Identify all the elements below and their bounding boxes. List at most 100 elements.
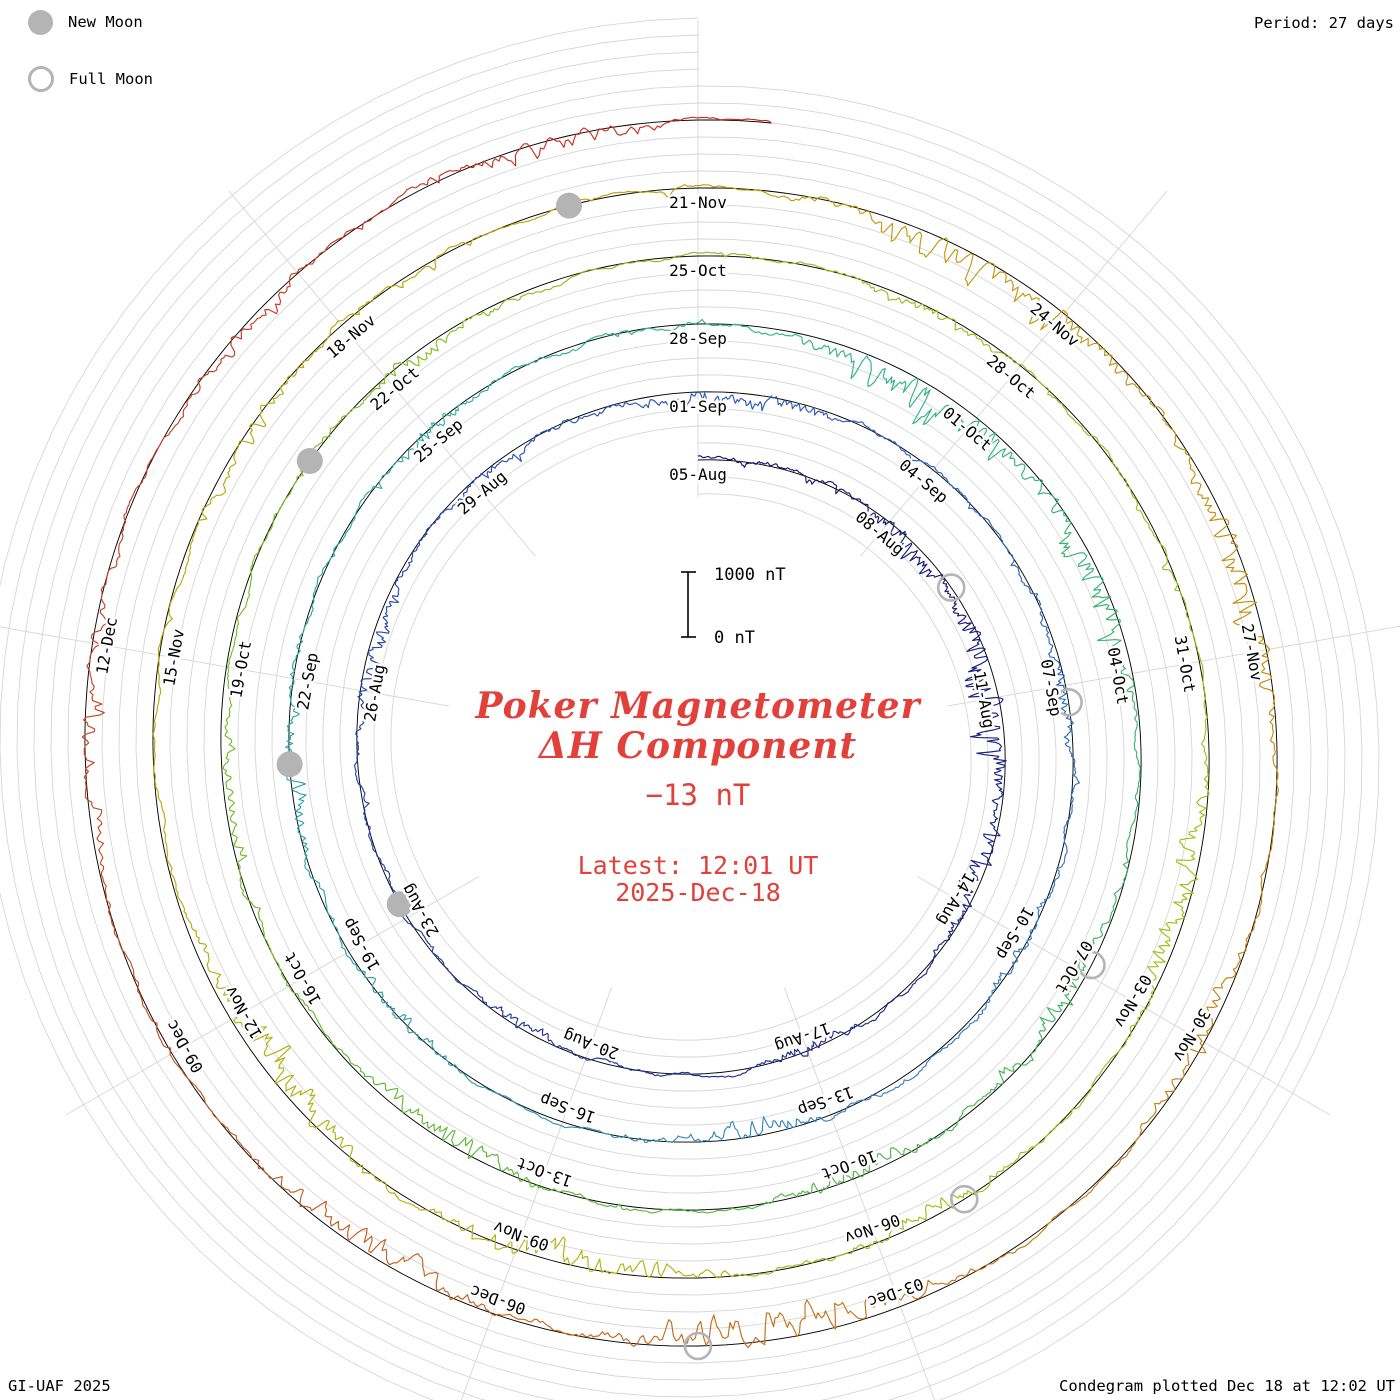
grid-spiral (33, 68, 1329, 1398)
trace-day-segment (304, 377, 386, 458)
trace-day-segment (599, 321, 699, 338)
scale-bar: 1000 nT 0 nT (681, 565, 786, 648)
latest-value: −13 nT (645, 778, 751, 812)
grid-radial-line (916, 876, 1331, 1116)
trace-day-segment (169, 1054, 260, 1166)
grid-spiral (373, 408, 989, 1058)
trace-day-segment (697, 184, 829, 202)
trace-day-segment (1077, 877, 1126, 971)
trace-day-segment (128, 378, 201, 505)
trace-day-segment (288, 985, 362, 1069)
trace-day-segment (442, 1130, 540, 1189)
date-tick-label: 05-Aug (669, 465, 727, 484)
trace-day-segment (1043, 492, 1100, 581)
trace-day-segment (360, 615, 390, 692)
trace-day-segment (584, 251, 699, 272)
trace-day-segment (182, 904, 249, 1016)
date-tick-label: 06-Dec (467, 1281, 528, 1319)
trace-day-segment (1213, 521, 1271, 650)
chart-title-line1: Poker Magnetometer (475, 685, 921, 727)
trace-day-segment (644, 1206, 752, 1214)
trace-day-segment (1103, 447, 1166, 549)
trace-day-segment (1126, 1040, 1207, 1156)
trace-day-segment (983, 767, 1004, 837)
trace-day-segment (884, 376, 974, 432)
chart-center-annotation: Poker Magnetometer ΔH Component −13 nT L… (475, 686, 920, 906)
trace-day-segment (697, 455, 766, 468)
trace-day-segment (1256, 783, 1279, 918)
trace-day-segment (921, 303, 1022, 366)
grid-spiral (50, 85, 1312, 1381)
grid-spiral (101, 136, 1261, 1330)
grid-spiral (169, 204, 1193, 1262)
trace-day-segment (361, 431, 432, 501)
trace-day-segment (852, 1129, 949, 1178)
trace-day-segment (764, 1295, 898, 1338)
trace-day-segment (944, 249, 1066, 331)
trace-day-segment (585, 1057, 661, 1077)
trace-day-segment (240, 886, 290, 987)
trace-day-segment (862, 421, 936, 469)
grid-radial-line (0, 626, 449, 707)
plotted-at-label: Condegram plotted Dec 18 at 12:02 UT (1059, 1377, 1395, 1395)
trace-day-segment (227, 558, 255, 668)
trace-day-segment (978, 940, 1030, 1016)
trace-day-segment (308, 1110, 402, 1202)
date-tick-label: 16-Sep (537, 1089, 598, 1127)
date-tick-label: 16-Oct (280, 949, 325, 1009)
trace-day-segment (779, 399, 863, 423)
full-moon-marker (1054, 687, 1083, 717)
trace-day-segment (286, 773, 309, 868)
trace-day-segment (492, 1313, 630, 1342)
new-moon-icon (28, 9, 53, 35)
trace-day-segment (969, 696, 1007, 769)
trace-day-segment (697, 116, 772, 124)
trace-day-segment (934, 467, 995, 530)
full-moon-marker (683, 1331, 713, 1361)
trace-day-segment (479, 270, 585, 317)
full-moon-icon (28, 66, 54, 92)
trace-day-segment (1063, 771, 1081, 860)
legend-row-full-moon: Full Moon (28, 65, 153, 93)
trace-day-segment (345, 953, 412, 1021)
trace-day-segment (384, 542, 421, 617)
trace-day-segment (993, 529, 1041, 603)
trace-day-segment (896, 1245, 1025, 1301)
trace-day-segment (889, 520, 933, 578)
trace-day-segment (969, 420, 1044, 495)
date-tick-label: 22-Sep (293, 651, 322, 711)
trace-day-segment (828, 199, 949, 259)
date-tick-label: 09-Dec (162, 1017, 207, 1077)
grid-spiral (0, 34, 1363, 1400)
trace-day-segment (259, 320, 339, 428)
date-tick-label: 20-Aug (560, 1026, 621, 1064)
trace-day-segment (1057, 685, 1077, 773)
grid-spiral (237, 272, 1125, 1194)
trace-day-segment (796, 334, 886, 387)
new-moon-marker (296, 448, 323, 474)
grid-radial-line (228, 190, 536, 557)
new-moon-marker (556, 192, 582, 219)
trace-day-segment (1091, 576, 1126, 676)
date-tick-label: 13-Oct (514, 1153, 575, 1191)
date-tick-label: 28-Sep (669, 329, 727, 348)
trace-day-segment (157, 532, 196, 655)
date-tick-label: 01-Sep (669, 397, 727, 416)
trace-day-segment (637, 1260, 760, 1279)
trace-day-segment (297, 186, 416, 273)
trace-day-segment (913, 1014, 980, 1079)
trace-day-segment (832, 481, 891, 526)
trace-day-segment (1024, 1154, 1128, 1247)
latest-date: 2025-Dec-18 (615, 878, 781, 907)
trace-day-segment (1021, 364, 1105, 449)
date-tick-label: 12-Dec (92, 616, 121, 676)
date-tick-label: 25-Oct (669, 261, 727, 280)
trace-day-segment (360, 1068, 448, 1139)
grid-spiral (118, 153, 1244, 1313)
trace-day-segment (697, 251, 814, 266)
trace-day-segment (454, 978, 519, 1028)
trace-day-segment (84, 785, 114, 926)
trace-day-segment (616, 391, 699, 409)
trace-day-segment (90, 504, 130, 646)
trace-day-segment (1196, 916, 1258, 1042)
